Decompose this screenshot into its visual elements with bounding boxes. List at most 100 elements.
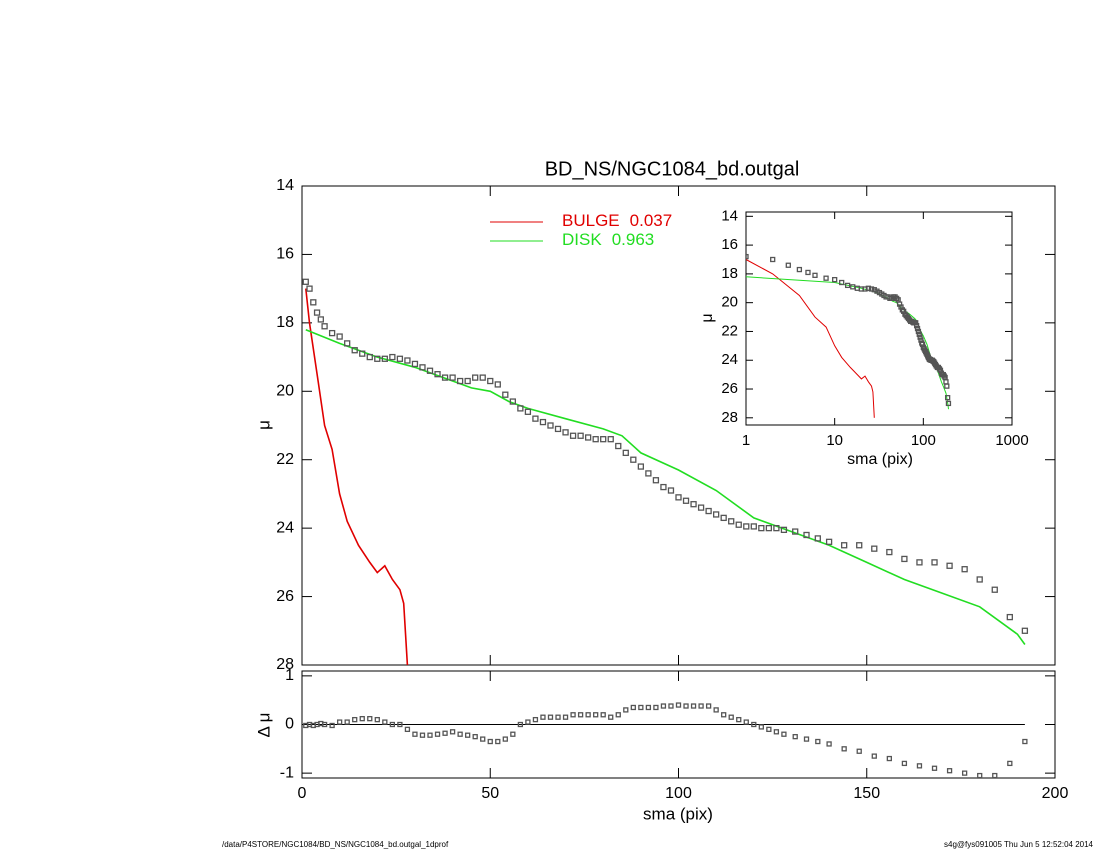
x-axis-label: sma (pix) (643, 804, 713, 823)
plot-area (303, 702, 1028, 778)
data-point (945, 400, 952, 407)
data-point (961, 566, 968, 573)
data-point (615, 712, 621, 718)
data-point (690, 501, 697, 508)
data-point (871, 753, 877, 759)
data-point (931, 559, 938, 566)
plot-frame (745, 211, 1013, 426)
data-point (854, 285, 860, 291)
data-point (690, 703, 697, 709)
data-point (668, 703, 674, 709)
data-point (697, 504, 705, 511)
data-point (743, 719, 749, 725)
data-point (705, 703, 712, 709)
x-tick-label: 0 (298, 785, 307, 802)
data-point (946, 768, 953, 774)
data-point (328, 329, 336, 337)
data-point (517, 405, 524, 412)
y-tick-label: 18 (276, 314, 294, 331)
data-point (623, 707, 629, 713)
data-point (773, 524, 780, 532)
data-point (608, 714, 614, 720)
data-point (946, 562, 953, 569)
data-point (502, 391, 509, 398)
data-point (622, 449, 629, 457)
data-point (645, 704, 652, 711)
data-point (1022, 738, 1028, 745)
y-axis-label: μ (254, 420, 273, 430)
data-point (426, 367, 434, 374)
data-point (746, 253, 749, 260)
data-point (592, 436, 599, 443)
data-point (562, 714, 569, 720)
data-point (765, 524, 773, 532)
data-point (510, 731, 516, 737)
data-point (728, 714, 734, 720)
data-point (396, 355, 404, 362)
data-point (770, 256, 776, 263)
plot-area (305, 288, 409, 665)
data-point (389, 353, 396, 361)
data-point (577, 712, 584, 718)
data-point (441, 374, 449, 381)
data-point (411, 360, 419, 368)
data-point (916, 331, 922, 337)
data-point (773, 729, 780, 735)
y-tick-label: 14 (276, 177, 294, 194)
y-tick-label: 26 (721, 380, 738, 397)
data-point (480, 736, 486, 742)
data-point (389, 721, 396, 728)
data-point (555, 714, 561, 720)
data-point (637, 463, 644, 470)
data-point (844, 282, 851, 289)
legend-name: BULGE (562, 211, 620, 230)
data-point (306, 285, 313, 292)
data-point (645, 470, 652, 477)
data-point (570, 712, 576, 718)
data-point (805, 269, 811, 276)
data-point (464, 377, 471, 385)
data-point (721, 712, 727, 718)
data-point (758, 724, 764, 730)
data-point (812, 272, 818, 278)
y-tick-label: 26 (276, 588, 294, 605)
data-point (381, 355, 388, 362)
data-point (472, 374, 479, 381)
data-point (404, 726, 411, 733)
data-point (792, 528, 799, 535)
y-tick-label: 16 (721, 236, 738, 253)
data-point (914, 325, 921, 332)
data-point (916, 763, 923, 769)
data-point (839, 279, 845, 286)
data-point (359, 350, 366, 357)
data-point (317, 316, 324, 323)
data-point (479, 374, 486, 381)
y-tick-label: 0 (285, 716, 294, 733)
y-axis-label: Δ μ (254, 713, 273, 738)
data-point (1021, 627, 1029, 634)
data-point (713, 511, 720, 518)
data-point (803, 531, 810, 539)
plot-area (746, 259, 875, 418)
data-point (868, 286, 875, 292)
x-tick-label: 10 (826, 432, 843, 449)
legend-label: DISK 0.963 (562, 230, 654, 249)
data-point (525, 719, 531, 725)
data-point (976, 576, 983, 583)
model-line (305, 288, 409, 665)
data-point (457, 731, 463, 737)
data-point (366, 353, 373, 361)
data-point (336, 333, 343, 340)
plot-area (746, 276, 949, 410)
data-point (826, 741, 832, 747)
legend-name: DISK (562, 230, 602, 249)
data-point (532, 716, 539, 723)
y-axis-label: μ (699, 313, 716, 322)
data-point (766, 726, 772, 733)
data-point (961, 770, 968, 776)
legend-fraction: 0.963 (612, 230, 655, 249)
data-point (487, 738, 493, 745)
data-point (524, 408, 532, 415)
data-point (456, 377, 464, 385)
